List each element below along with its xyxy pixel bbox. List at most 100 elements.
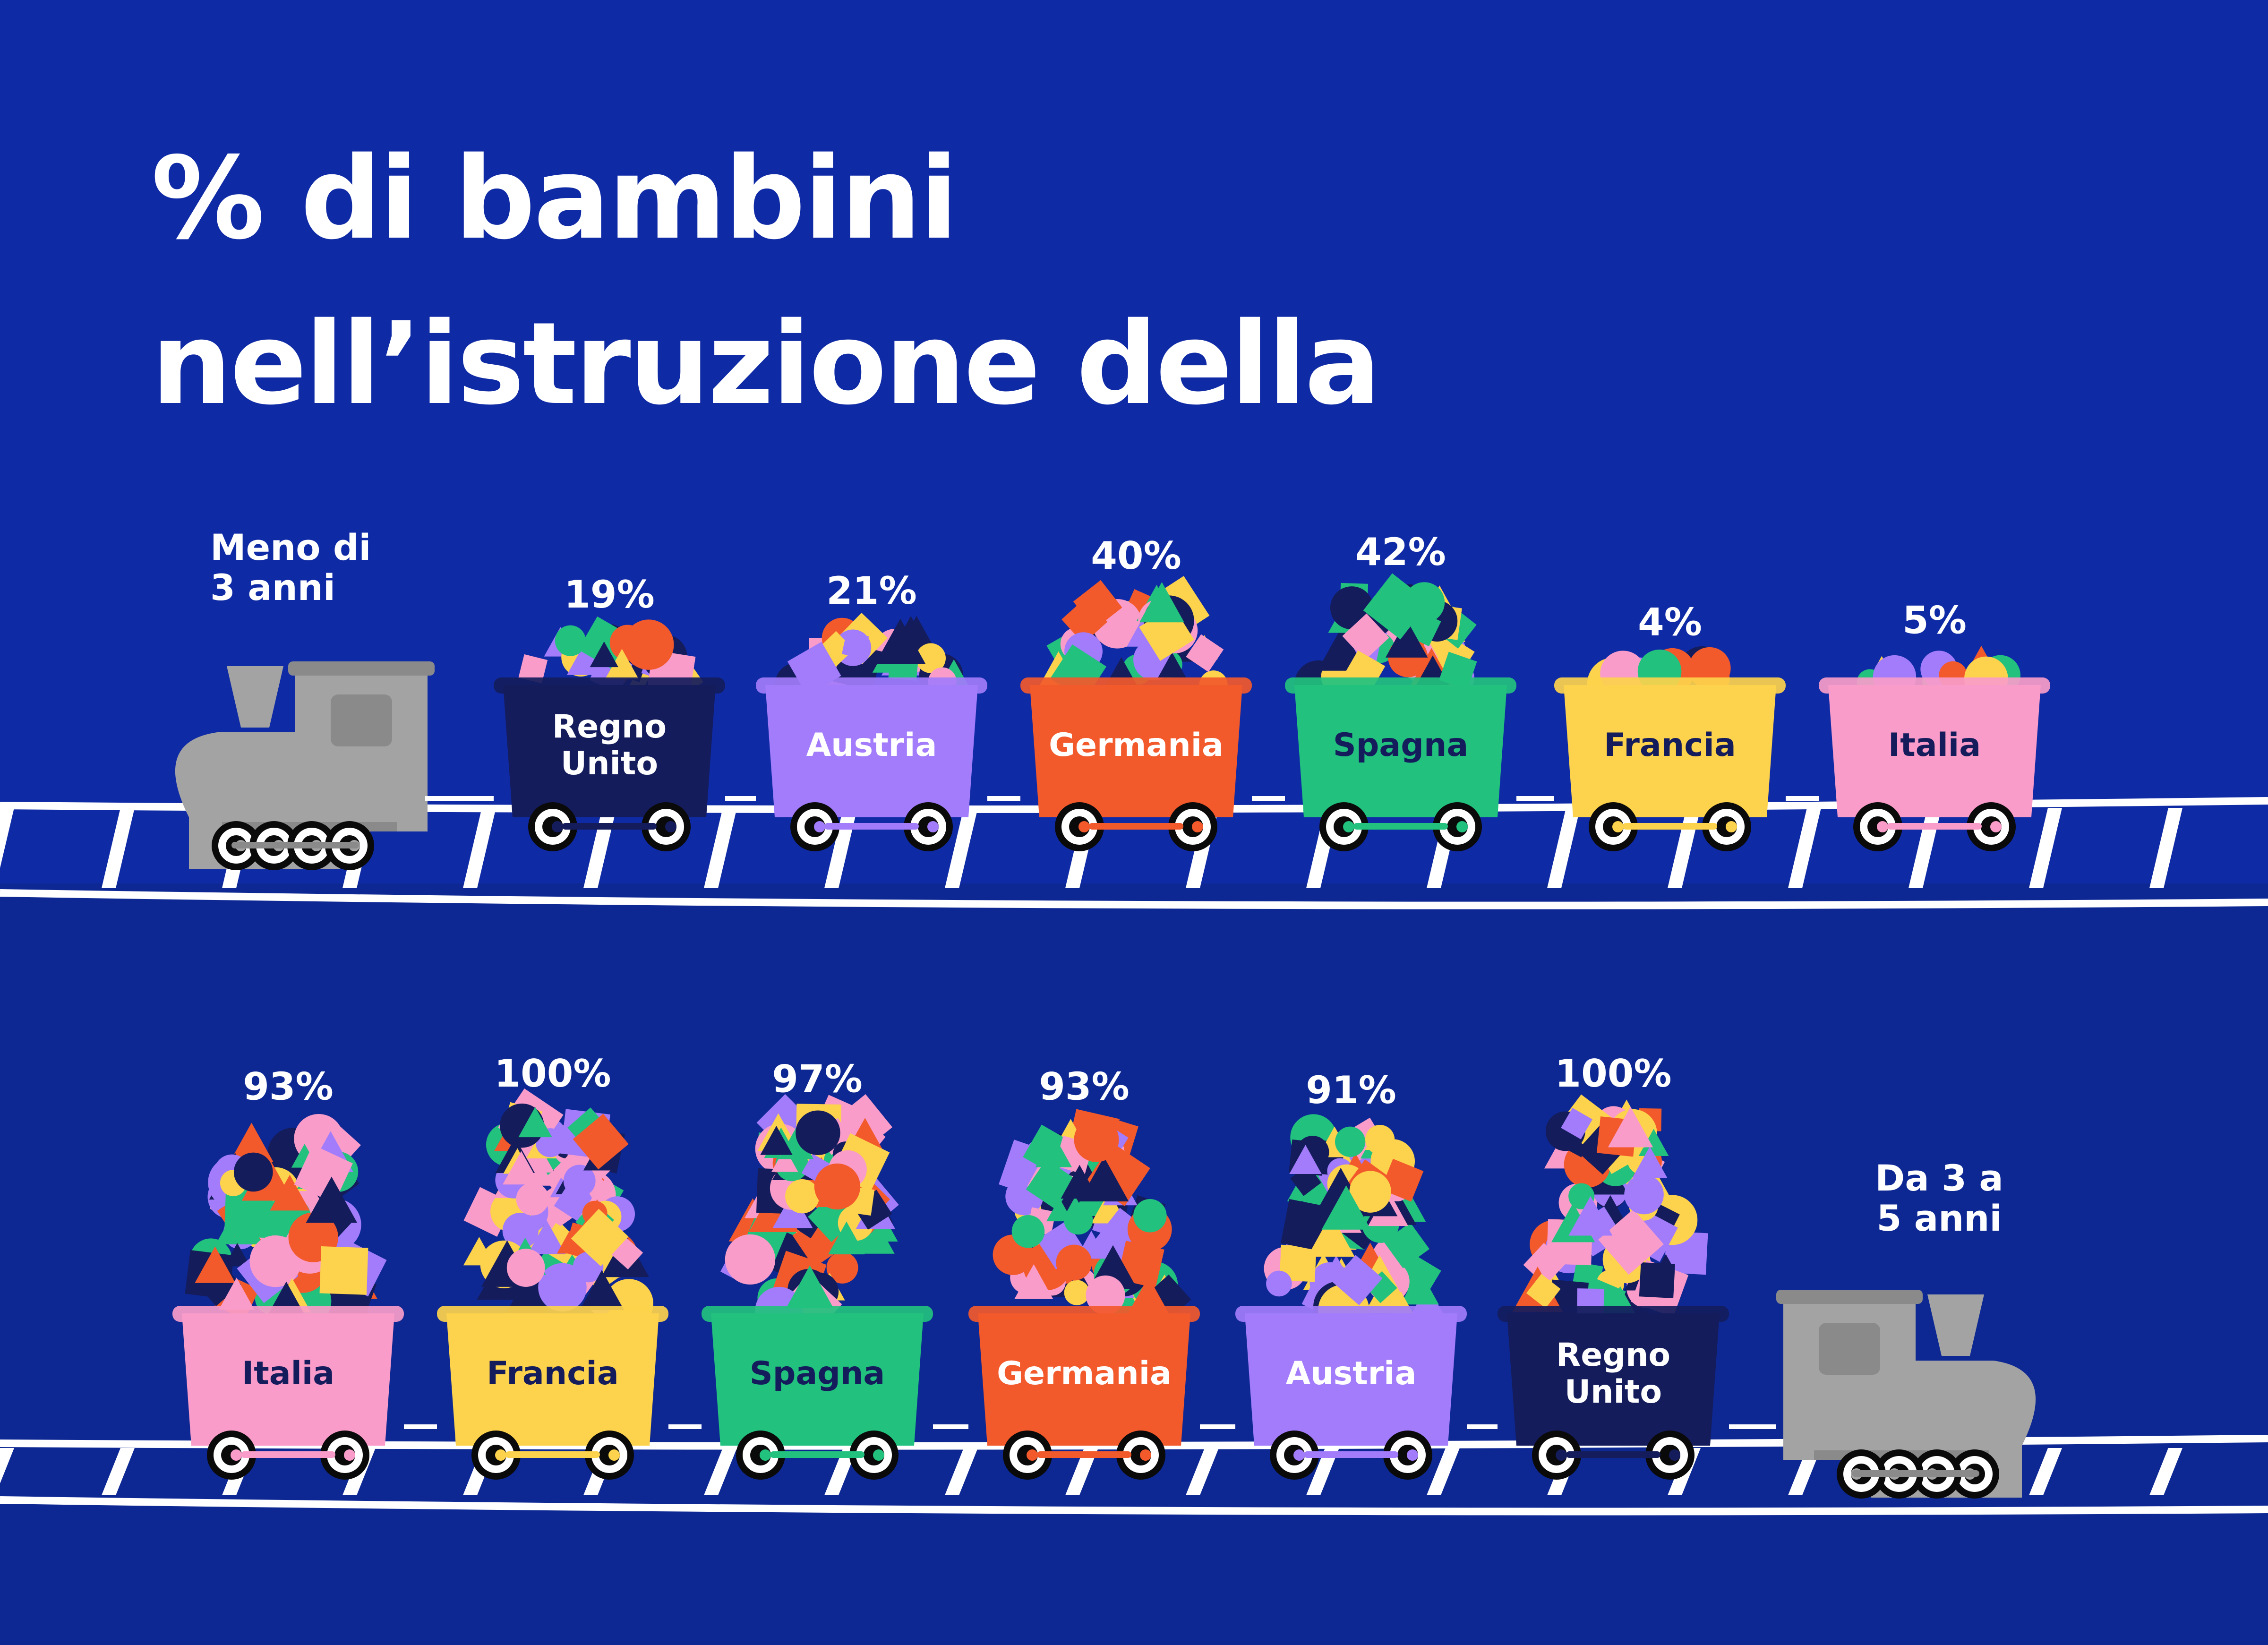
cargo-shape: [1384, 1222, 1429, 1268]
cargo-shape: [624, 619, 674, 670]
cargo-shape: [605, 649, 639, 680]
category-label: Germania: [1049, 727, 1224, 764]
wheel-axle: [608, 1449, 620, 1461]
track-tie: [824, 1448, 857, 1495]
wheel-axle: [231, 1449, 242, 1461]
cargo-shape: [786, 1265, 834, 1308]
data-label: 5%: [1902, 599, 1967, 643]
cargo-shape: [1289, 1145, 1322, 1174]
data-label: 19%: [564, 573, 654, 617]
wagon-body: [1507, 1313, 1720, 1446]
category-label: Regno: [552, 708, 667, 745]
cargo-shape: [502, 1212, 539, 1249]
locomotive-lower: [1776, 1290, 2036, 1499]
wheel-axle: [760, 1449, 771, 1461]
wagon-axle-bar: [1037, 1451, 1131, 1458]
track-tie: [1547, 808, 1580, 888]
cargo-shape: [796, 1110, 840, 1155]
track-tie: [2149, 808, 2182, 888]
cargo-shape: [1568, 1196, 1613, 1236]
category-label: Spagna: [750, 1355, 885, 1392]
wheel-axle: [1078, 821, 1090, 832]
category-label: Francia: [487, 1355, 618, 1392]
group-label: Da 3 a: [1875, 1157, 2003, 1199]
cargo-shape: [1086, 1275, 1125, 1315]
track-tie: [583, 808, 616, 888]
track-rail-lower: [0, 889, 2268, 909]
wagon-axle-bar: [1353, 823, 1448, 830]
wagon-body: [1294, 685, 1507, 817]
wagon-francia: Francia 4%: [1554, 600, 1786, 851]
wagon-axle-bar: [1623, 823, 1717, 830]
cargo-shape: [1056, 1244, 1092, 1281]
track-tie: [1668, 808, 1701, 888]
track-tie: [1065, 1448, 1098, 1495]
data-label: 100%: [1555, 1052, 1671, 1096]
wheel-axle: [344, 1449, 355, 1461]
wheel-axle: [552, 821, 563, 832]
category-label: Unito: [1565, 1373, 1662, 1411]
wheel-axle: [1877, 821, 1888, 832]
locomotive-chimney: [227, 666, 283, 728]
category-label: Unito: [561, 745, 658, 782]
locomotive-window: [331, 694, 392, 746]
track-tie: [704, 808, 737, 888]
wagon-body: [1828, 685, 2041, 817]
category-label: Spagna: [1333, 727, 1469, 764]
wheel-axle: [1140, 1449, 1151, 1461]
cargo-shape: [1335, 1126, 1366, 1157]
cargo-shape: [579, 1270, 625, 1310]
wheel-axle: [1990, 821, 2002, 832]
category-label: Italia: [242, 1355, 334, 1392]
chart-title-line-2: nell’istruzione della: [151, 298, 1381, 430]
cargo-shape: [319, 1246, 368, 1295]
track-tie: [2029, 808, 2062, 888]
track-tie: [704, 1448, 737, 1495]
cargo-shape: [1158, 652, 1186, 678]
cargo-shape: [1400, 1269, 1439, 1305]
cargo-shape: [270, 1174, 310, 1211]
wagon-body: [182, 1313, 394, 1446]
cargo-shape: [506, 1249, 545, 1287]
wheel-axle: [665, 821, 676, 832]
wagon-axle-bar: [241, 1451, 335, 1458]
wagon-body: [978, 1313, 1190, 1446]
wagon-germania: Germania 93%: [968, 1064, 1200, 1480]
cargo-shape: [1186, 634, 1224, 672]
track-tie: [2149, 1448, 2182, 1495]
cargo-shape: [538, 1263, 587, 1312]
wagon-italia: Italia 5%: [1819, 599, 2050, 851]
data-label: 42%: [1355, 530, 1446, 574]
cargo-shape: [771, 1148, 798, 1172]
locomotive-window: [1819, 1323, 1880, 1375]
cargo-shape: [828, 1221, 865, 1255]
cargo-shape: [505, 1274, 551, 1315]
wagon-axle-bar: [1566, 1451, 1660, 1458]
data-label: 100%: [494, 1052, 611, 1096]
group-label: 5 anni: [1877, 1197, 2002, 1239]
data-label: 93%: [243, 1064, 333, 1108]
cargo-shape: [1385, 619, 1428, 658]
wagon-body: [765, 685, 978, 817]
locomotive-upper: [175, 661, 435, 870]
cargo-shape: [1608, 1106, 1653, 1148]
cargo-shape: [875, 618, 926, 664]
wagon-body: [1030, 685, 1242, 817]
data-label: 93%: [1039, 1064, 1129, 1108]
cargo-shape: [219, 1277, 255, 1310]
cargo-shape: [1014, 1264, 1053, 1299]
wagon-axle-bar: [562, 823, 657, 830]
wagon-austria: Austria 91%: [1235, 1068, 1467, 1480]
group-label: Meno di: [210, 526, 371, 568]
cargo-shape: [1349, 1171, 1391, 1213]
wagon-axle-bar: [1304, 1451, 1398, 1458]
wagon-body: [711, 1313, 924, 1446]
locomotive-rod: [231, 842, 359, 848]
wheel-axle: [1343, 821, 1354, 832]
cargo-shape: [1073, 580, 1122, 629]
wagon-axle-bar: [1089, 823, 1183, 830]
locomotive-chimney: [1927, 1294, 1984, 1356]
data-label: 4%: [1638, 600, 1702, 644]
